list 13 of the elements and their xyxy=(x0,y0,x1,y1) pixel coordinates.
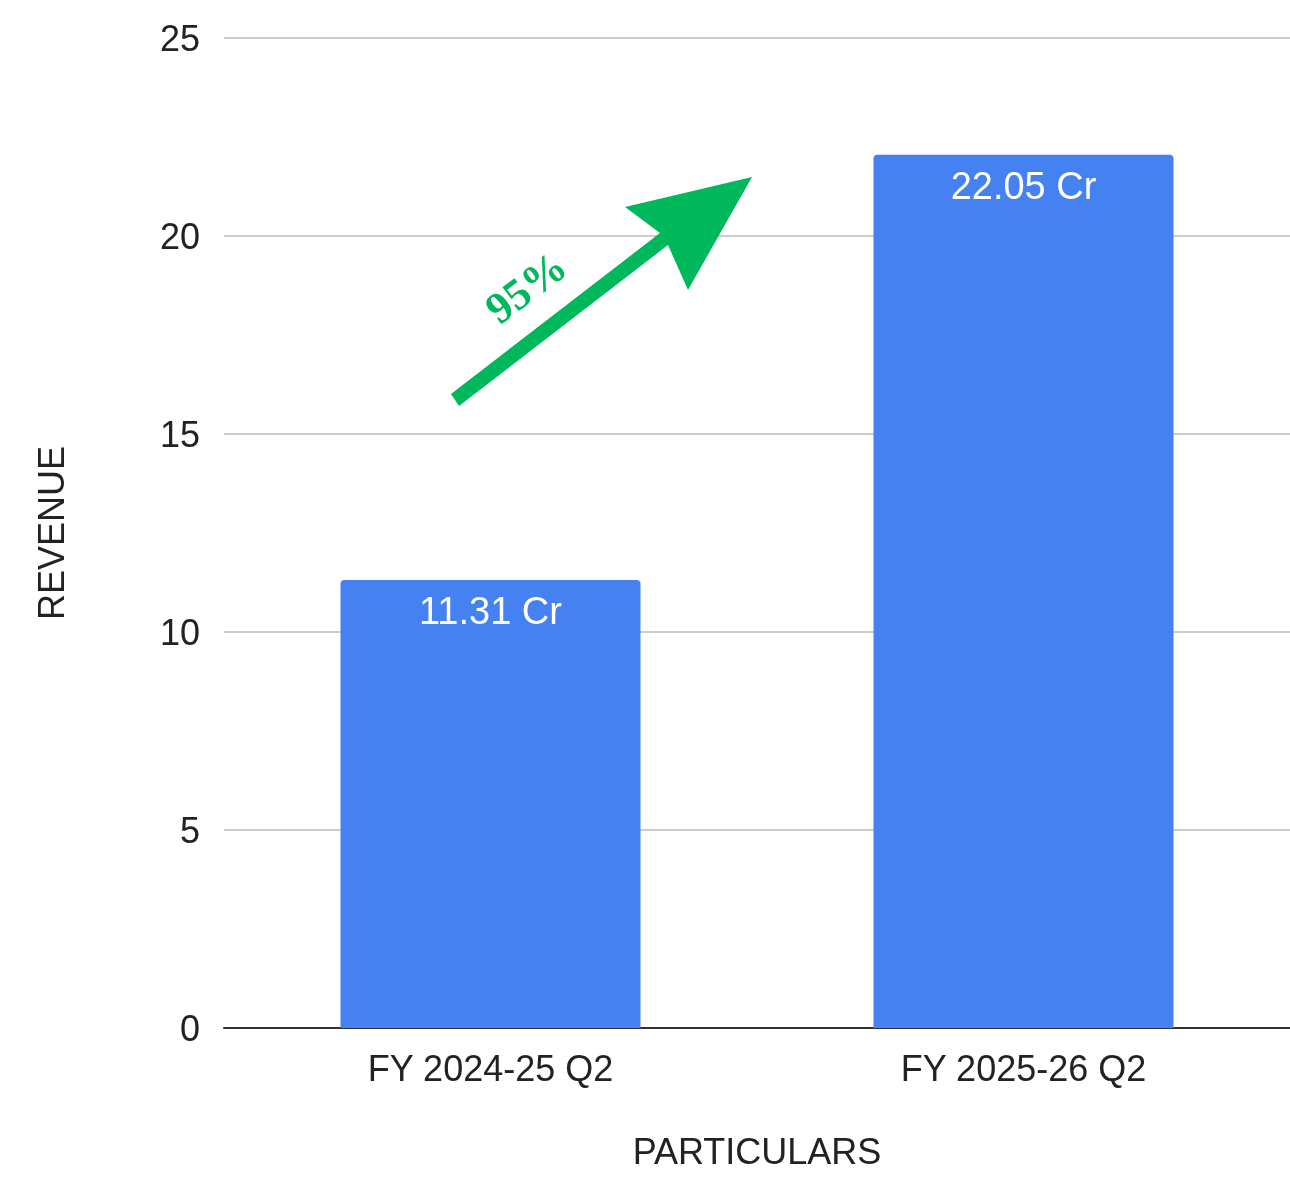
y-axis-title: REVENUE xyxy=(30,445,72,621)
x-tick-label: FY 2025-26 Q2 xyxy=(900,1047,1147,1089)
x-axis-title: PARTICULARS xyxy=(632,1130,882,1172)
y-tick-label: 5 xyxy=(179,809,200,851)
annotation: 95% xyxy=(475,240,577,335)
y-tick-label: 20 xyxy=(159,215,200,257)
data-label: 22.05 Cr xyxy=(950,164,1097,207)
y-tick-label: 15 xyxy=(159,413,200,455)
y-tick-label: 10 xyxy=(159,611,200,653)
y-tick-label: 0 xyxy=(179,1007,200,1049)
x-tick-label: FY 2024-25 Q2 xyxy=(367,1047,614,1089)
data-label: 11.31 Cr xyxy=(419,590,563,633)
y-tick-label: 25 xyxy=(159,17,200,59)
